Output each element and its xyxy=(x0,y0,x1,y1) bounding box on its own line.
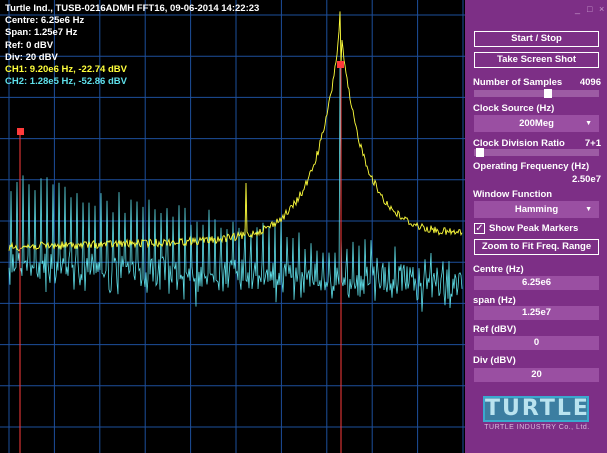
readout-centre: Centre: 6.25e6 Hz xyxy=(5,15,85,27)
readout-ch2: CH2: 1.28e5 Hz, -52.86 dBV xyxy=(5,76,127,88)
window-function-value: Hamming xyxy=(514,204,559,215)
div-field[interactable]: 20 xyxy=(474,368,599,382)
readout-overlay: Turtle Ind., TUSB-0216ADMH FFT16, 09-06-… xyxy=(5,3,259,88)
clock-source-value: 200Meg xyxy=(519,118,554,129)
start-stop-button[interactable]: Start / Stop xyxy=(474,31,599,47)
chevron-down-icon: ▼ xyxy=(585,120,592,127)
ch1-peak-marker xyxy=(337,61,344,68)
span-label: span (Hz) xyxy=(473,295,516,306)
ref-field[interactable]: 0 xyxy=(474,336,599,350)
minimize-button[interactable]: _ xyxy=(575,4,581,14)
screenshot-button[interactable]: Take Screen Shot xyxy=(474,52,599,68)
op-freq-label: Operating Frequency (Hz) xyxy=(473,161,590,172)
window-function-select[interactable]: Hamming ▼ xyxy=(474,201,599,218)
clock-div-slider-thumb[interactable] xyxy=(476,148,485,157)
peak-markers-checkbox[interactable]: ✓ xyxy=(474,223,485,234)
centre-label: Centre (Hz) xyxy=(473,264,524,275)
clock-div-value: 7+1 xyxy=(584,138,601,149)
readout-ch1: CH1: 9.20e6 Hz, -22.74 dBV xyxy=(5,64,127,76)
logo-company-name: TURTLE INDUSTRY Co., Ltd. xyxy=(484,424,590,431)
ch2-peak-marker xyxy=(17,128,24,135)
control-panel: _ □ × Start / Stop Take Screen Shot Numb… xyxy=(465,0,607,453)
zoom-fit-button[interactable]: Zoom to Fit Freq. Range xyxy=(474,239,599,255)
readout-title: Turtle Ind., TUSB-0216ADMH FFT16, 09-06-… xyxy=(5,3,260,14)
readout-span: Span: 1.25e7 Hz xyxy=(5,27,78,39)
readout-div: Div: 20 dBV xyxy=(5,51,58,63)
num-samples-slider[interactable] xyxy=(474,89,599,98)
turtle-logo: TURTLE TURTLE INDUSTRY Co., Ltd. xyxy=(483,396,591,431)
ref-label: Ref (dBV) xyxy=(473,324,517,335)
spectrum-plot-svg xyxy=(0,0,465,453)
close-button[interactable]: × xyxy=(599,4,605,14)
span-field[interactable]: 1.25e7 xyxy=(474,306,599,320)
readout-ref: Ref: 0 dBV xyxy=(5,39,54,51)
window-function-label: Window Function xyxy=(473,189,553,200)
clock-source-select[interactable]: 200Meg ▼ xyxy=(474,115,599,132)
ch2-trace xyxy=(8,61,463,312)
clock-div-label: Clock Division Ratio xyxy=(473,138,565,149)
op-freq-value: 2.50e7 xyxy=(571,174,601,185)
num-samples-label: Number of Samples xyxy=(473,77,563,88)
clock-div-slider[interactable] xyxy=(474,148,599,157)
ch1-trace xyxy=(8,11,463,252)
logo-wordmark: TURTLE xyxy=(483,396,590,422)
maximize-button[interactable]: □ xyxy=(587,4,593,14)
spectrum-plot: Turtle Ind., TUSB-0216ADMH FFT16, 09-06-… xyxy=(0,0,465,453)
clock-source-label: Clock Source (Hz) xyxy=(473,103,555,114)
peak-markers-label: Show Peak Markers xyxy=(489,223,579,234)
centre-field[interactable]: 6.25e6 xyxy=(474,276,599,290)
chevron-down-icon: ▼ xyxy=(585,206,592,213)
num-samples-value: 4096 xyxy=(579,77,601,88)
num-samples-slider-thumb[interactable] xyxy=(544,89,553,98)
div-label: Div (dBV) xyxy=(473,355,516,366)
